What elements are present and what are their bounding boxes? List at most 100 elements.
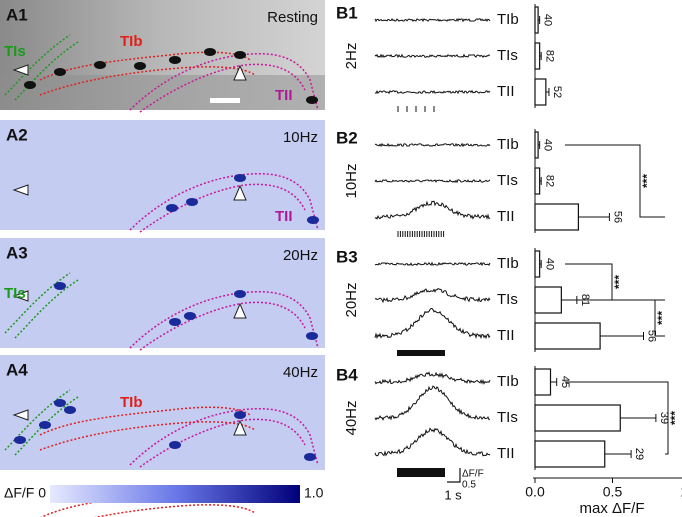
cell-blob bbox=[186, 198, 198, 206]
cell-blob bbox=[169, 56, 181, 64]
cell-blob bbox=[204, 48, 216, 56]
dark-band bbox=[0, 75, 325, 110]
bar bbox=[534, 42, 541, 70]
region-label: TIb bbox=[120, 33, 143, 50]
scale-bar bbox=[447, 468, 461, 483]
region-label: TII bbox=[275, 87, 293, 104]
bar bbox=[534, 203, 580, 231]
bar bbox=[534, 404, 621, 432]
category-label: TIb bbox=[497, 255, 519, 272]
category-label: TIb bbox=[497, 11, 519, 28]
n-label: 82 bbox=[543, 50, 555, 62]
category-label: TIs bbox=[497, 172, 518, 189]
significance-bracket bbox=[565, 299, 665, 337]
frequency-label: 10Hz bbox=[343, 163, 360, 198]
arrowhead bbox=[233, 184, 247, 201]
bar bbox=[534, 131, 539, 159]
x-tick-label: 1.0 bbox=[680, 484, 682, 500]
category-label: TII bbox=[497, 445, 515, 462]
panel-label: A3 bbox=[6, 243, 28, 262]
trace bbox=[374, 371, 491, 385]
significance-bracket bbox=[565, 144, 665, 218]
image-panel: A1 Resting TIs TIb TII bbox=[0, 0, 325, 113]
cell-blob bbox=[166, 204, 178, 212]
category-label: TII bbox=[497, 327, 515, 344]
image-panel: A3 20Hz TIs bbox=[0, 238, 325, 517]
colorbar-min: 0 bbox=[38, 485, 46, 501]
trace bbox=[374, 200, 491, 220]
trace bbox=[374, 427, 491, 457]
significance-label: *** bbox=[668, 411, 682, 425]
frequency-label: 40Hz bbox=[343, 400, 360, 435]
bar bbox=[534, 286, 562, 314]
arrowhead bbox=[233, 302, 247, 319]
bar bbox=[534, 368, 552, 396]
x-tick-label: 0.0 bbox=[525, 484, 545, 500]
stim-bar bbox=[397, 350, 445, 356]
condition-label: 40Hz bbox=[283, 364, 318, 381]
trace bbox=[374, 307, 491, 340]
cell-blob bbox=[306, 332, 318, 340]
bar bbox=[534, 440, 606, 468]
bar bbox=[534, 78, 547, 106]
frequency-label: 20Hz bbox=[343, 282, 360, 317]
panel-label: B3 bbox=[336, 247, 358, 266]
trace bbox=[374, 385, 491, 421]
frequency-label: 2Hz bbox=[343, 43, 360, 70]
n-label: 29 bbox=[633, 448, 645, 460]
bar bbox=[534, 167, 541, 195]
significance-label: *** bbox=[655, 311, 669, 325]
outline bbox=[4, 389, 79, 456]
panel-label: B4 bbox=[336, 365, 358, 384]
scale-y-label: ΔF/F bbox=[462, 469, 484, 480]
arrowhead bbox=[12, 64, 29, 76]
image-panel: A4 40Hz TIb bbox=[0, 355, 325, 470]
cell-blob bbox=[169, 318, 181, 326]
n-label: 45 bbox=[559, 376, 571, 388]
colorbar-label: ΔF/F bbox=[4, 485, 34, 501]
cell-blob bbox=[184, 312, 196, 320]
cell-blob bbox=[14, 436, 26, 444]
trace bbox=[374, 89, 491, 95]
n-label: 56 bbox=[611, 211, 623, 223]
category-label: TII bbox=[497, 208, 515, 225]
panel-label: A1 bbox=[6, 5, 28, 24]
micrograph bbox=[0, 120, 325, 230]
n-label: 40 bbox=[542, 14, 554, 26]
x-tick-label: 0.5 bbox=[603, 484, 623, 500]
panel-label: B1 bbox=[336, 3, 358, 22]
cell-blob bbox=[134, 62, 146, 70]
arrowhead bbox=[12, 290, 29, 302]
image-panel: A2 10Hz TII bbox=[0, 120, 325, 233]
significance-label: *** bbox=[640, 174, 654, 188]
trace bbox=[374, 261, 491, 267]
significance-bracket bbox=[565, 381, 669, 455]
cell-blob bbox=[54, 399, 66, 407]
region-label: TIs bbox=[4, 43, 26, 60]
outline bbox=[4, 34, 79, 101]
category-label: TIb bbox=[497, 136, 519, 153]
cell-blob bbox=[54, 282, 66, 290]
arrowhead bbox=[233, 419, 247, 436]
cell-blob bbox=[304, 453, 316, 461]
region-label: TIb bbox=[120, 394, 143, 411]
category-label: TIs bbox=[497, 409, 518, 426]
trace bbox=[374, 288, 491, 304]
category-label: TII bbox=[497, 83, 515, 100]
n-label: 39 bbox=[658, 412, 670, 424]
cell-blob bbox=[234, 174, 246, 182]
cell-blob bbox=[64, 406, 76, 414]
condition-label: 20Hz bbox=[283, 247, 318, 264]
trace bbox=[374, 142, 491, 148]
cell-blob bbox=[234, 290, 246, 298]
trace bbox=[374, 53, 491, 59]
cell-blob bbox=[94, 61, 106, 69]
panel-label: A4 bbox=[6, 360, 28, 379]
cell-blob bbox=[307, 216, 319, 224]
cell-blob bbox=[54, 68, 66, 76]
cell-blob bbox=[234, 51, 246, 59]
scale-y-value: 0.5 bbox=[462, 480, 476, 491]
trace bbox=[374, 17, 491, 23]
